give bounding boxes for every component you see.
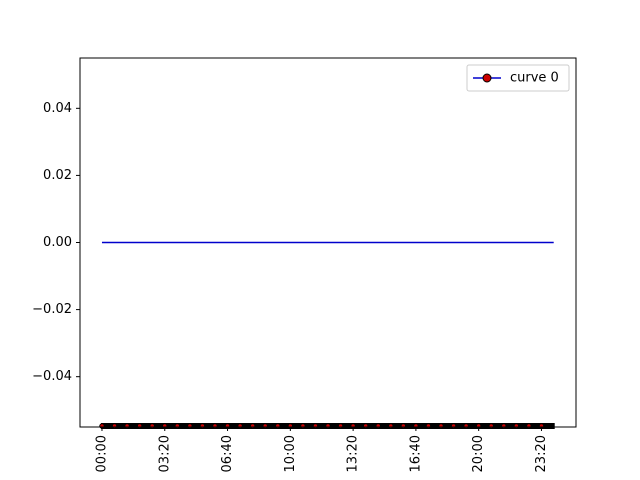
data-point bbox=[513, 423, 520, 429]
data-point bbox=[463, 423, 469, 429]
data-point bbox=[388, 423, 394, 429]
plot-frame bbox=[79, 57, 577, 428]
legend-marker-sample bbox=[482, 73, 492, 83]
data-point bbox=[325, 423, 331, 429]
data-point bbox=[124, 423, 130, 429]
data-point bbox=[262, 423, 268, 429]
x-tick-label: 16:40 bbox=[408, 435, 423, 472]
data-point bbox=[174, 423, 181, 429]
data-point bbox=[275, 423, 281, 429]
x-axis-ticks: 00:00 03:20 06:40 10:00 13:20 16:40 20:00 23:20 bbox=[94, 427, 549, 472]
data-point bbox=[362, 423, 369, 429]
legend-box bbox=[466, 64, 570, 92]
data-point bbox=[111, 423, 118, 429]
y-tick-label: 0.04 bbox=[43, 101, 72, 116]
data-point bbox=[438, 423, 444, 429]
data-point bbox=[526, 423, 532, 429]
x-tick-label: 06:40 bbox=[220, 435, 235, 472]
data-point bbox=[237, 423, 243, 429]
data-point bbox=[450, 423, 457, 429]
y-axis-ticks: −0.04 −0.02 0.00 0.02 0.04 bbox=[32, 101, 80, 384]
data-point bbox=[187, 423, 193, 429]
data-point bbox=[212, 423, 218, 429]
data-point bbox=[488, 423, 494, 429]
legend-label: curve 0 bbox=[510, 71, 559, 86]
y-tick-label: 0.02 bbox=[43, 168, 72, 183]
x-tick-label: 13:20 bbox=[346, 435, 361, 472]
y-tick-label: −0.02 bbox=[32, 302, 72, 317]
data-point bbox=[501, 423, 507, 429]
y-tick-label: 0.00 bbox=[43, 235, 72, 250]
data-point bbox=[425, 423, 432, 429]
data-point bbox=[400, 423, 407, 429]
x-tick-label: 10:00 bbox=[283, 435, 298, 472]
data-point bbox=[300, 423, 306, 429]
data-point bbox=[312, 423, 319, 429]
data-point bbox=[149, 423, 155, 429]
data-point bbox=[199, 423, 206, 429]
data-point bbox=[375, 423, 381, 429]
x-tick-label: 03:20 bbox=[157, 435, 172, 472]
data-point bbox=[249, 423, 256, 429]
series-markers bbox=[99, 423, 555, 429]
y-tick-label: −0.04 bbox=[32, 369, 72, 384]
data-point bbox=[337, 423, 344, 429]
x-tick-label: 20:00 bbox=[471, 435, 486, 472]
x-tick-label: 00:00 bbox=[94, 435, 109, 472]
data-point bbox=[136, 423, 143, 429]
legend: curve 0 bbox=[466, 64, 570, 92]
x-tick-label: 23:20 bbox=[534, 435, 549, 472]
